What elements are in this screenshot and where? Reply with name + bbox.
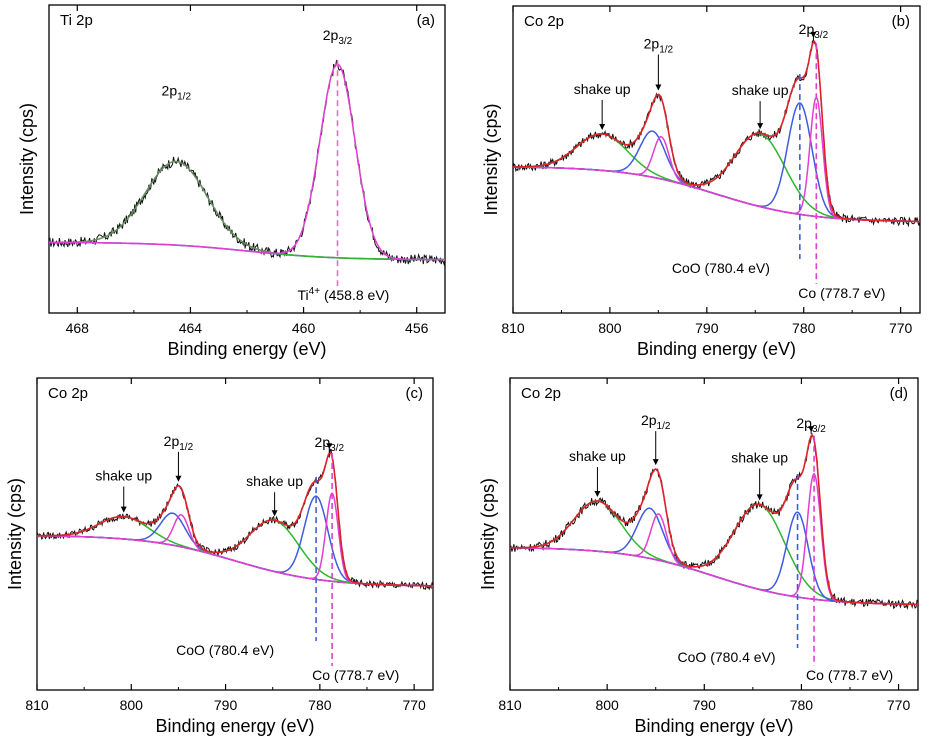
peak-label: 2p3/2: [799, 21, 829, 41]
panel-1: 810 800 790 780 770 Binding energy (eV) Intens…: [481, 5, 921, 359]
reference-label: CoO (780.4 eV): [672, 260, 770, 276]
x-tick-label: 790: [695, 320, 719, 336]
element-label: Ti 2p: [60, 12, 93, 29]
x-axis-label: Binding energy (eV): [637, 339, 796, 359]
y-axis-label: Intensity (cps): [17, 103, 37, 215]
peak-label: 2p3/2: [323, 27, 353, 47]
x-tick-label: 770: [402, 697, 426, 713]
component-2p1/2-blue: [37, 512, 433, 587]
reference-label: Ti4+ (458.8 eV): [298, 286, 390, 303]
component-shake-up-green: [37, 519, 433, 587]
x-tick-label: 460: [292, 320, 316, 336]
component-Co-pink: [513, 96, 920, 223]
x-axis-label: Binding energy (eV): [167, 339, 326, 359]
panel-label: (d): [890, 385, 908, 402]
peak-arrow-head: [756, 494, 763, 501]
x-axis-label: Binding energy (eV): [155, 716, 314, 736]
peak-label: 2p3/2: [796, 415, 826, 435]
peak-label: 2p1/2: [641, 412, 671, 432]
plot-frame: [509, 377, 919, 691]
reference-label: Co (778.7 eV): [312, 667, 399, 683]
peak-label: 2p1/2: [164, 433, 194, 453]
peak-label: 2p1/2: [162, 83, 192, 103]
peak-label: 2p3/2: [315, 434, 345, 454]
panel-3: 810 800 790 780 770 Binding energy (eV) Intens…: [478, 377, 919, 736]
y-axis-label: Intensity (cps): [5, 478, 25, 590]
fit-envelope: [49, 63, 445, 261]
reference-label: Co (778.7 eV): [798, 285, 885, 301]
x-tick-label: 464: [179, 320, 203, 336]
x-tick-label: 468: [66, 320, 90, 336]
x-tick-label: 780: [790, 697, 814, 713]
x-tick-label: 780: [792, 320, 816, 336]
element-label: Co 2p: [48, 385, 88, 402]
panel-0: 468 464 460 456 Binding energy (eV) Intensity…: [17, 4, 446, 359]
x-tick-label: 810: [498, 697, 522, 713]
panel-label: (b): [892, 13, 910, 30]
x-tick-label: 790: [693, 697, 717, 713]
y-axis-label: Intensity (cps): [481, 103, 501, 215]
raw-spectrum: [509, 432, 919, 610]
peak-arrow-head: [175, 475, 182, 482]
peak-arrow-head: [808, 426, 815, 433]
peak-label: shake up: [732, 82, 789, 98]
raw-spectrum: [36, 448, 434, 591]
component-shake-up-green: [510, 503, 918, 606]
x-tick-label: 770: [889, 320, 913, 336]
panel-label: (a): [417, 12, 435, 29]
peak-label: shake up: [246, 473, 303, 489]
fit-envelope: [37, 451, 433, 587]
x-axis-label: Binding energy (eV): [634, 716, 793, 736]
peak-arrow-head: [652, 459, 659, 466]
x-tick-label: 810: [501, 320, 525, 336]
peak-label: shake up: [574, 81, 631, 97]
raw-spectrum: [48, 59, 446, 267]
peak-arrow-head: [757, 123, 764, 130]
peak-arrow-head: [810, 31, 817, 38]
peak-label: 2p1/2: [644, 36, 674, 56]
fit-envelope: [513, 40, 920, 223]
x-tick-label: 780: [308, 697, 332, 713]
component-Co-pink: [37, 492, 433, 587]
component-2p3/2-pink: [49, 63, 445, 261]
plot-frame: [512, 5, 921, 314]
element-label: Co 2p: [521, 385, 561, 402]
component-CoO-blue: [510, 511, 918, 606]
reference-label: CoO (780.4 eV): [176, 642, 274, 658]
peak-arrow-head: [120, 506, 127, 513]
panel-label: (c): [406, 385, 424, 402]
peak-label: shake up: [95, 468, 152, 484]
x-tick-label: 800: [598, 320, 622, 336]
peak-label: shake up: [569, 448, 626, 464]
raw-spectrum: [512, 39, 921, 228]
plot-frame: [36, 377, 434, 691]
component-CoO-blue: [37, 495, 433, 587]
panel-2: 810 800 790 780 770 Binding energy (eV) Intens…: [5, 377, 434, 736]
x-tick-label: 770: [887, 697, 911, 713]
x-tick-label: 810: [25, 697, 49, 713]
reference-label: CoO (780.4 eV): [678, 649, 776, 665]
peak-arrow-head: [599, 123, 606, 130]
component-CoO-blue: [513, 102, 920, 223]
peak-arrow-head: [326, 443, 333, 450]
fit-envelope: [510, 434, 918, 606]
reference-label: Co (778.7 eV): [806, 667, 893, 683]
x-tick-label: 800: [595, 697, 619, 713]
y-axis-label: Intensity (cps): [478, 478, 498, 590]
plot-frame: [48, 4, 446, 314]
peak-label: shake up: [731, 449, 788, 465]
component-Co-pink: [510, 472, 918, 606]
peak-arrow-head: [655, 84, 662, 91]
peak-arrow-head: [594, 491, 601, 498]
x-tick-label: 790: [214, 697, 238, 713]
x-tick-label: 800: [120, 697, 144, 713]
peak-arrow-head: [271, 510, 278, 517]
element-label: Co 2p: [524, 13, 564, 30]
component-shake-up-green: [510, 500, 918, 606]
x-tick-label: 456: [405, 320, 429, 336]
